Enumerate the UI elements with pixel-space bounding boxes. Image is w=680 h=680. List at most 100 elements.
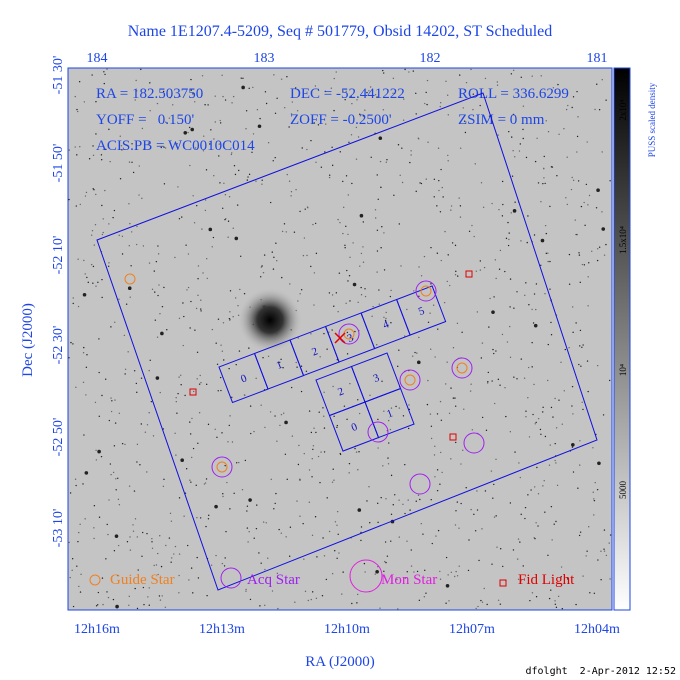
- star: [216, 436, 218, 439]
- star: [171, 557, 173, 559]
- star: [303, 237, 306, 239]
- star: [192, 93, 194, 95]
- star: [246, 179, 249, 181]
- star: [77, 258, 79, 260]
- star: [539, 428, 542, 431]
- legend-marker: [89, 574, 101, 586]
- star: [579, 464, 581, 466]
- star: [474, 163, 476, 165]
- star: [271, 590, 274, 592]
- star: [112, 598, 115, 601]
- star: [558, 133, 560, 135]
- star: [153, 270, 156, 272]
- star: [540, 200, 542, 203]
- star: [226, 481, 228, 484]
- star: [300, 390, 303, 393]
- star: [110, 410, 113, 413]
- star: [256, 504, 258, 506]
- star: [473, 513, 475, 516]
- star: [550, 589, 552, 591]
- star: [493, 296, 495, 298]
- star: [357, 301, 359, 304]
- star: [447, 154, 449, 157]
- star: [113, 550, 116, 552]
- star: [205, 169, 208, 171]
- star: [159, 391, 161, 394]
- star: [472, 93, 475, 95]
- star: [206, 277, 208, 280]
- star: [101, 394, 103, 397]
- star: [352, 338, 354, 340]
- star: [280, 78, 283, 80]
- star: [455, 441, 457, 444]
- star: [437, 147, 440, 149]
- fid-light: [189, 388, 197, 396]
- star: [550, 406, 553, 409]
- colorbar-tick: 10⁴: [618, 364, 628, 376]
- star: [160, 565, 163, 568]
- star: [501, 180, 504, 183]
- star: [398, 536, 400, 538]
- star: [295, 361, 297, 364]
- star: [576, 151, 578, 153]
- star: [172, 104, 174, 106]
- star: [181, 216, 183, 218]
- star: [474, 530, 477, 532]
- star: [478, 559, 480, 562]
- star: [280, 413, 283, 416]
- star: [513, 307, 515, 309]
- star: [450, 209, 452, 211]
- star: [156, 336, 159, 338]
- star: [554, 600, 556, 602]
- star: [71, 558, 74, 560]
- star: [101, 296, 103, 299]
- star: [351, 602, 353, 605]
- star: [85, 191, 88, 194]
- star: [429, 413, 432, 415]
- star: [124, 368, 127, 370]
- star: [532, 413, 534, 416]
- star: [133, 490, 136, 492]
- star: [585, 555, 587, 557]
- star: [586, 141, 588, 143]
- star: [525, 282, 527, 284]
- star: [205, 478, 208, 480]
- star: [111, 400, 113, 402]
- star: [603, 254, 606, 256]
- star: [238, 350, 241, 352]
- acis-i-array: 2 3 0 1: [315, 352, 415, 452]
- star: [385, 561, 387, 564]
- star: [544, 182, 546, 185]
- star: [603, 529, 606, 531]
- star: [335, 71, 337, 73]
- star: [484, 77, 487, 80]
- star: [304, 590, 307, 593]
- star: [289, 526, 292, 528]
- star: [331, 573, 334, 575]
- star: [212, 236, 215, 239]
- star: [593, 499, 596, 502]
- star: [199, 517, 202, 519]
- star: [407, 499, 409, 501]
- star: [101, 577, 104, 579]
- star: [491, 380, 493, 382]
- star: [69, 576, 71, 579]
- star: [581, 263, 584, 266]
- star: [334, 550, 336, 552]
- star: [118, 412, 121, 414]
- star: [285, 231, 287, 233]
- star: [328, 530, 331, 533]
- star: [447, 160, 449, 162]
- star: [192, 592, 194, 594]
- star: [324, 151, 326, 153]
- star: [480, 357, 483, 359]
- colorbar-tick: 1.5x10⁴: [618, 226, 628, 254]
- star: [530, 489, 532, 491]
- star: [129, 536, 131, 538]
- star: [240, 255, 242, 257]
- star: [288, 126, 290, 128]
- star: [311, 458, 313, 460]
- star: [600, 550, 602, 552]
- star: [408, 71, 410, 73]
- star: [195, 307, 198, 310]
